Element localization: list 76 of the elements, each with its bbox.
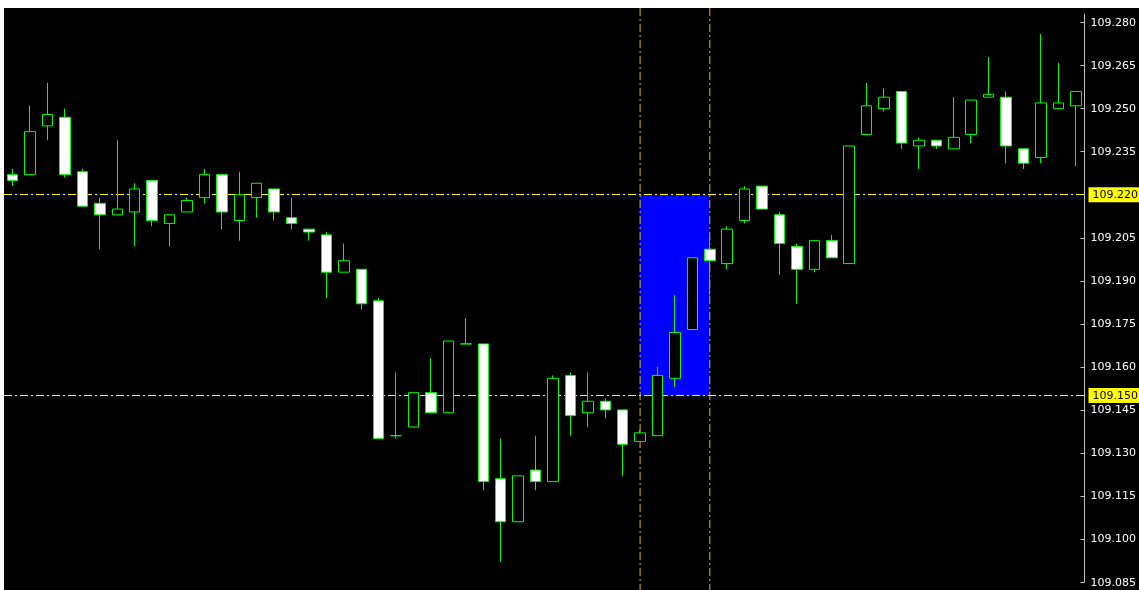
y-tick-label: 109.190 — [1090, 274, 1137, 288]
candlestick — [843, 145, 855, 265]
candlestick — [1035, 33, 1047, 164]
y-tick-label: 109.160 — [1090, 360, 1137, 374]
candlestick — [721, 225, 733, 270]
y-tick-label: 109.145 — [1090, 403, 1137, 417]
candlestick — [390, 372, 402, 440]
candlestick — [251, 182, 262, 219]
candlestick — [739, 185, 750, 224]
candlestick — [547, 374, 559, 483]
candlestick — [669, 294, 681, 388]
y-tick-label: 109.235 — [1090, 145, 1137, 159]
candlestick — [234, 171, 245, 242]
candlestick — [94, 197, 106, 250]
y-tick-label: 109.250 — [1090, 102, 1137, 116]
candlestick — [791, 242, 803, 305]
y-tick-label: 109.205 — [1090, 231, 1137, 245]
candlestick — [495, 438, 506, 563]
candlestick — [948, 96, 960, 150]
candlestick — [42, 82, 53, 141]
candlestick — [7, 168, 18, 187]
candlestick — [512, 475, 524, 523]
candlestick — [826, 234, 838, 259]
candlestick — [582, 372, 594, 428]
candlestick — [1018, 148, 1029, 170]
candlestick — [1000, 90, 1012, 164]
candlestick — [1053, 62, 1064, 110]
candlestick — [809, 240, 820, 273]
y-tick-label: 109.175 — [1090, 317, 1137, 331]
ref-line-label: 109.220 — [1092, 188, 1139, 202]
candlestick — [199, 168, 210, 204]
candlestick — [460, 317, 472, 345]
candlestick — [896, 90, 907, 150]
candlestick — [443, 340, 454, 414]
candlestick — [77, 168, 88, 207]
candlestick — [129, 182, 140, 247]
candlestick — [59, 108, 71, 179]
candlestick — [216, 174, 228, 230]
candlestick — [965, 99, 977, 144]
candlestick — [756, 185, 768, 210]
candlestick — [268, 188, 280, 222]
candlestick — [408, 392, 419, 428]
y-tick-label: 109.100 — [1090, 532, 1137, 546]
candlestick — [913, 136, 925, 170]
candlestick — [425, 357, 437, 414]
candlestick — [286, 197, 297, 230]
candlestick — [181, 197, 193, 213]
candlestick — [861, 82, 872, 135]
candlestick — [338, 242, 350, 273]
candlestick — [931, 139, 942, 150]
candlestick — [164, 214, 175, 247]
candlestick — [112, 139, 123, 216]
y-tick-label: 109.280 — [1090, 16, 1137, 30]
candlestick — [146, 179, 158, 227]
candlestick — [634, 429, 646, 442]
candlestick — [878, 88, 890, 113]
ref-line-label: 109.150 — [1092, 389, 1139, 403]
candlestick — [983, 56, 994, 98]
candlestick — [356, 268, 367, 310]
y-tick-label: 109.085 — [1090, 575, 1137, 589]
candlestick — [565, 372, 576, 437]
candlestick — [704, 237, 716, 296]
candlestick — [687, 257, 698, 331]
candlestick — [774, 211, 785, 276]
candlestick — [600, 397, 611, 419]
candlestick — [24, 105, 36, 176]
candlestick — [478, 343, 489, 491]
candlestick — [530, 435, 541, 491]
y-tick-label: 109.115 — [1090, 489, 1137, 503]
candlestick — [652, 366, 663, 437]
y-tick-label: 109.130 — [1090, 446, 1137, 460]
candlestick — [321, 231, 332, 299]
candlestick — [303, 228, 315, 242]
y-tick-label: 109.265 — [1090, 59, 1137, 73]
candlestick — [373, 297, 384, 440]
candlestick — [617, 409, 628, 477]
